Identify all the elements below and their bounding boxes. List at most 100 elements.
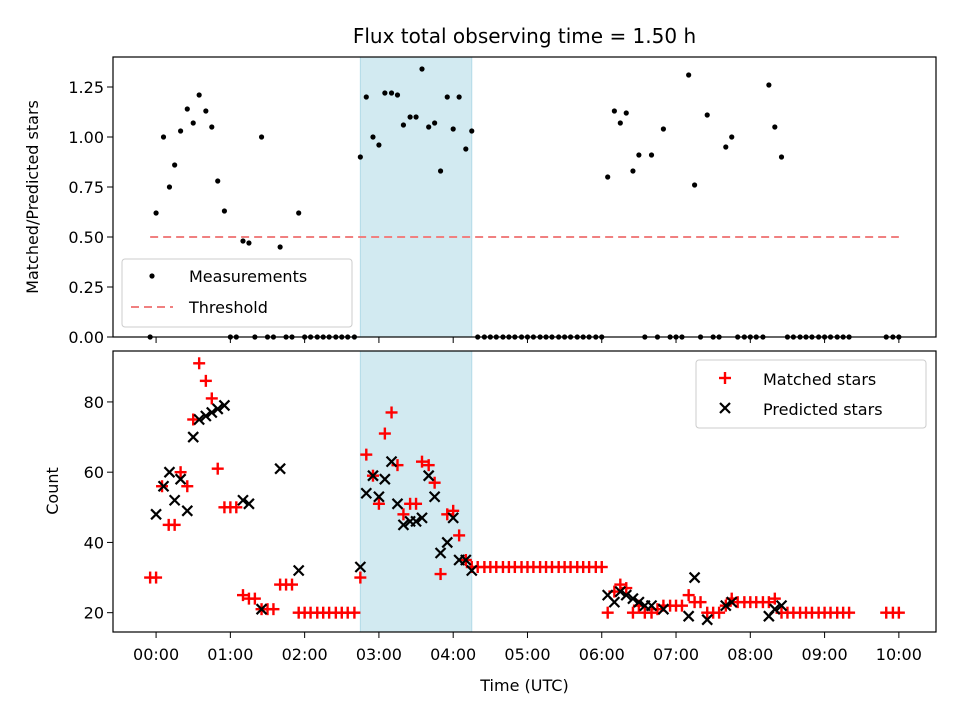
predicted-point-34 [460,554,472,566]
measurement-point-46 [432,120,438,126]
measurement-point-74 [605,174,611,180]
predicted-point-2 [163,466,176,478]
legend-predicted-label: Predicted stars [763,400,883,419]
predicted-point-49 [725,596,738,608]
predicted-point-30 [434,547,447,559]
matched-point-43 [410,497,423,510]
top-ytick-label-2: 0.50 [68,228,104,247]
top-span [359,56,473,338]
predicted-point-39 [620,589,633,601]
predicted-point-20 [373,490,385,503]
bottom-xtick-label-9: 09:00 [802,645,848,664]
predicted-point-26 [410,515,422,528]
predicted-point-8 [200,410,212,422]
measurement-point-24 [296,210,302,216]
bottom-y-ticks: 20 40 60 80 [84,393,113,623]
top-panel: 0.00 0.25 0.50 0.75 1.00 1.25 Flux total obse… [23,24,937,347]
matched-point-101 [768,592,781,605]
matched-point-74 [601,606,614,619]
predicted-point-19 [367,469,379,482]
matched-point-89 [694,596,707,609]
bottom-xtick-label-0: 00:00 [133,645,179,664]
matched-point-35 [360,448,373,461]
predicted-point-44 [657,603,670,615]
measurement-point-39 [388,90,395,96]
bottom-xtick-label-7: 07:00 [653,645,699,664]
predicted-point-29 [428,490,441,503]
predicted-point-5 [181,505,194,517]
predicted-point-13 [243,498,255,510]
predicted-point-32 [447,512,459,524]
measurement-point-45 [426,124,432,130]
measurement-point-5 [177,128,184,134]
measurement-point-102 [778,154,785,160]
predicted-point-18 [360,487,373,500]
bottom-xtick-label-10: 10:00 [876,645,922,664]
top-legend: Measurements Threshold [121,258,353,328]
predicted-point-11 [218,399,231,412]
bottom-legend-box [695,359,927,429]
legend-matched-marker [719,372,731,384]
measurement-point-38 [382,90,388,96]
measurement-point-2 [160,134,167,140]
measurement-point-1 [153,210,159,216]
measurement-point-101 [772,124,778,130]
measurement-point-83 [660,126,666,132]
predicted-point-46 [688,571,701,584]
measurement-point-87 [686,72,692,78]
matched-point-78 [626,606,639,619]
top-ytick-label-1: 0.25 [68,278,104,297]
top-ytick-label-0: 0.00 [68,328,104,347]
measurement-point-10 [209,124,215,130]
bottom-xtick-label-4: 04:00 [430,645,476,664]
predicted-point-1 [157,480,170,493]
predicted-point-24 [397,519,410,531]
measurement-point-50 [456,94,462,100]
measurement-point-93 [723,144,729,150]
matched-point-113 [843,606,856,619]
predicted-point-28 [422,469,435,482]
predicted-point-22 [385,455,398,468]
predicted-point-40 [627,592,639,605]
predicted-point-10 [211,403,224,415]
measurement-point-3 [166,184,173,190]
predicted-point-12 [237,494,249,507]
measurements-points [147,66,902,340]
predicted-point-9 [206,406,218,419]
measurement-point-41 [400,122,407,128]
measurement-point-9 [203,108,209,114]
matched-point-77 [620,582,633,595]
top-ytick-label-4: 1.00 [68,128,104,147]
matched-point-39 [385,406,398,419]
measurement-point-81 [648,152,655,158]
bottom-ytick-label-3: 80 [84,393,104,412]
legend-measurements-label: Measurements [189,267,307,286]
predicted-point-15 [274,462,286,475]
legend-matched-label: Matched stars [763,370,876,389]
legend-predicted-marker [719,402,731,414]
bottom-xtick-label-8: 08:00 [727,645,773,664]
bottom-xtick-label-3: 03:00 [356,645,402,664]
matched-point-9 [199,374,212,387]
matched-point-14 [230,501,243,514]
predicted-point-14 [255,603,268,615]
measurement-point-44 [419,66,425,72]
measurement-point-49 [450,126,456,132]
matched-point-1 [150,571,163,584]
predicted-point-41 [633,596,645,608]
matched-point-116 [892,606,905,619]
measurement-point-52 [469,128,475,134]
matched-point-40 [391,459,404,472]
matched-point-37 [372,497,385,510]
top-ytick-label-3: 0.75 [68,178,104,197]
bottom-y-label: Count [43,467,62,515]
matched-point-38 [378,427,391,440]
top-x-ticks [155,337,900,343]
top-title: Flux total observing time = 1.50 h [353,24,696,48]
measurement-point-15 [240,238,246,244]
matched-point-44 [415,455,428,468]
predicted-point-23 [391,498,404,510]
measurement-point-40 [394,92,401,98]
